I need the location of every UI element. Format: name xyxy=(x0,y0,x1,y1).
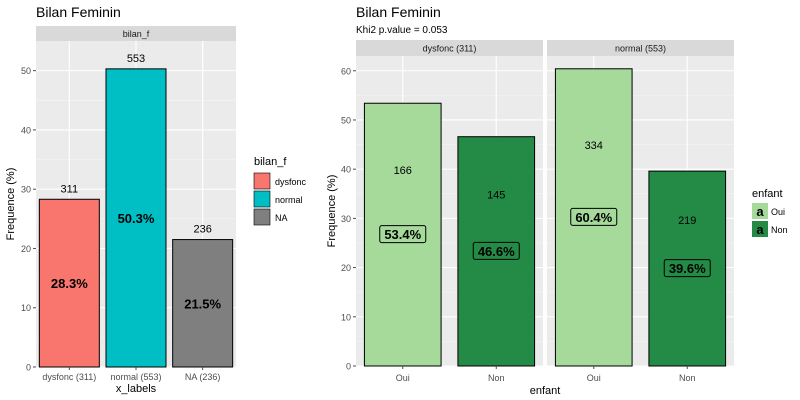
chart-title: Bilan Feminin xyxy=(36,4,121,20)
legend-label: Oui xyxy=(771,207,785,217)
bar xyxy=(38,198,100,368)
bar-count-label: 166 xyxy=(394,165,412,177)
y-tick-label: 40 xyxy=(341,165,351,175)
bar-count-label: 236 xyxy=(193,224,211,236)
x-tick-label: normal (553) xyxy=(110,372,161,382)
bar xyxy=(105,68,167,368)
y-tick-label: 0 xyxy=(346,362,351,372)
bar-count-label: 219 xyxy=(678,215,696,227)
y-tick-label: 10 xyxy=(341,312,351,322)
chart-subtitle: Khi2 p.value = 0.053 xyxy=(356,25,448,36)
legend-key xyxy=(253,190,271,208)
chart-title: Bilan Feminin xyxy=(356,4,441,20)
bar-percent-label-box xyxy=(663,259,711,278)
bar-percent-label: 60.4% xyxy=(575,210,612,225)
bar xyxy=(172,239,234,368)
legend-label: NA xyxy=(275,213,288,223)
x-tick-label: dysfonc (311) xyxy=(42,372,96,382)
y-tick-label: 50 xyxy=(341,115,351,125)
bar-percent-label-box xyxy=(472,241,520,260)
bar-percent-label: 21.5% xyxy=(184,296,221,311)
legend-key xyxy=(253,208,271,226)
bar-percent-label-box xyxy=(570,207,618,226)
x-tick-label: Oui xyxy=(396,373,410,383)
y-tick-label: 20 xyxy=(341,263,351,273)
x-tick-label: Non xyxy=(679,373,696,383)
x-tick-label: Non xyxy=(488,373,505,383)
legend-label: dysfonc xyxy=(275,177,307,187)
facet-strip-label: dysfonc (311) xyxy=(423,44,477,54)
y-tick-label: 40 xyxy=(21,125,31,135)
facet-strip-label: normal (553) xyxy=(615,44,666,54)
legend-key xyxy=(752,203,768,219)
bar-percent-label: 46.6% xyxy=(478,244,515,259)
bar-count-label: 334 xyxy=(585,140,603,152)
bar-percent-label: 50.3% xyxy=(118,211,155,226)
legend-key-glyph: a xyxy=(756,222,764,237)
y-tick-label: 20 xyxy=(21,244,31,254)
x-tick-label: Oui xyxy=(587,373,601,383)
facet-strip xyxy=(356,40,543,56)
legend-title: bilan_f xyxy=(254,156,287,168)
legend-label: Non xyxy=(771,225,788,235)
legend-key-glyph: a xyxy=(756,204,764,219)
bar-percent-label: 53.4% xyxy=(384,227,421,242)
x-axis-title: x_labels xyxy=(116,383,157,395)
y-tick-label: 50 xyxy=(21,66,31,76)
facet-strip-label: bilan_f xyxy=(123,29,150,39)
x-tick-label: NA (236) xyxy=(185,372,221,382)
legend-title: enfant xyxy=(752,188,783,200)
bar-count-label: 311 xyxy=(61,183,79,195)
y-axis-title: Frequence (%) xyxy=(5,168,17,241)
bar-count-label: 145 xyxy=(487,190,505,202)
x-axis-title: enfant xyxy=(530,385,561,397)
y-tick-label: 30 xyxy=(21,185,31,195)
legend-key xyxy=(253,172,271,190)
legend-label: normal xyxy=(275,195,303,205)
y-tick-label: 10 xyxy=(21,303,31,313)
facet-strip xyxy=(547,40,734,56)
bar-percent-label-box xyxy=(379,225,427,244)
bar-percent-label: 28.3% xyxy=(51,276,88,291)
bar-count-label: 553 xyxy=(127,53,145,65)
y-axis-title: Frequence (%) xyxy=(326,175,338,248)
bar-percent-label: 39.6% xyxy=(669,261,706,276)
y-tick-label: 60 xyxy=(341,66,351,76)
facet-strip xyxy=(36,26,236,41)
y-tick-label: 0 xyxy=(26,363,31,373)
y-tick-label: 30 xyxy=(341,214,351,224)
legend-key xyxy=(752,221,768,237)
